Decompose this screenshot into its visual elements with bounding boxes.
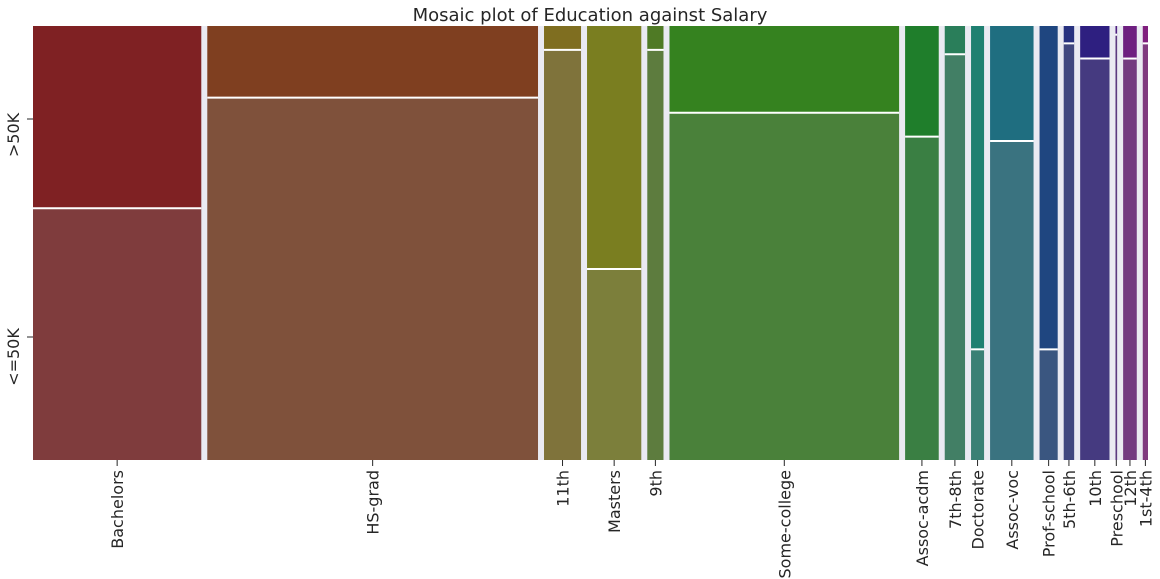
x-axis: Bachelors HS-grad 11th Masters 9th Some-colle… (108, 460, 1155, 578)
tile-5th-6th-gt50k (1063, 26, 1075, 44)
tile-masters-gt50k (587, 26, 642, 270)
tile-some-college-le50k (669, 112, 900, 461)
x-tick-label-assoc-voc: Assoc-voc (1003, 470, 1022, 550)
tile-preschool-gt50k (1115, 26, 1118, 35)
y-tick-label-le50k: <=50K (4, 328, 23, 386)
tile-doctorate-le50k (971, 349, 985, 460)
x-tick-label-hs-grad: HS-grad (364, 470, 383, 535)
tile-9th-gt50k (647, 26, 664, 50)
tile-preschool-le50k (1115, 34, 1118, 461)
tile-12th-le50k (1123, 58, 1137, 461)
x-tick-label-assoc-acdm: Assoc-acdm (913, 470, 932, 566)
tile-hs-grad-gt50k (207, 26, 539, 98)
x-tick-label-11th: 11th (554, 470, 573, 507)
tile-some-college-gt50k (669, 26, 900, 113)
x-tick-label-9th: 9th (646, 470, 665, 497)
tile-bachelors-gt50k (33, 26, 202, 209)
tile-1st-4th-gt50k (1142, 26, 1148, 44)
x-tick-label-prof-school: Prof-school (1040, 470, 1059, 557)
tile-prof-school-le50k (1039, 349, 1058, 460)
x-tick-label-bachelors: Bachelors (108, 470, 127, 549)
x-tick-label-preschool: Preschool (1107, 470, 1126, 547)
tile-9th-le50k (647, 49, 664, 461)
x-tick-label-1st-4th: 1st-4th (1136, 470, 1155, 527)
chart-title: Mosaic plot of Education against Salary (413, 5, 768, 26)
x-tick-label-masters: Masters (605, 470, 624, 533)
tile-bachelors-le50k (33, 208, 202, 460)
tile-assoc-voc-le50k (990, 141, 1034, 460)
tile-10th-le50k (1080, 58, 1110, 461)
tile-1st-4th-le50k (1142, 43, 1148, 461)
x-tick-label-some-college: Some-college (775, 470, 794, 578)
y-tick-label-gt50k: >50K (4, 112, 23, 157)
x-tick-label-12th: 12th (1121, 470, 1140, 507)
tile-prof-school-gt50k (1039, 26, 1058, 350)
x-tick-label-5th-6th: 5th-6th (1060, 470, 1079, 529)
tile-assoc-voc-gt50k (990, 26, 1034, 142)
x-tick-label-7th-8th: 7th-8th (946, 470, 965, 529)
tile-10th-gt50k (1080, 26, 1110, 59)
mosaic-tiles (33, 26, 1148, 461)
tile-assoc-acdm-gt50k (905, 26, 939, 137)
tile-11th-gt50k (544, 26, 582, 50)
tile-7th-8th-gt50k (944, 26, 966, 55)
x-tick-label-doctorate: Doctorate (969, 470, 988, 549)
tile-5th-6th-le50k (1063, 43, 1075, 461)
x-tick-label-10th: 10th (1086, 470, 1105, 507)
tile-7th-8th-le50k (944, 54, 966, 461)
tile-doctorate-gt50k (971, 26, 985, 350)
tile-masters-le50k (587, 269, 642, 460)
y-axis: >50K <=50K (4, 112, 33, 386)
tile-11th-le50k (544, 49, 582, 461)
tile-12th-gt50k (1123, 26, 1137, 59)
tile-hs-grad-le50k (207, 97, 539, 461)
tile-assoc-acdm-le50k (905, 136, 939, 461)
